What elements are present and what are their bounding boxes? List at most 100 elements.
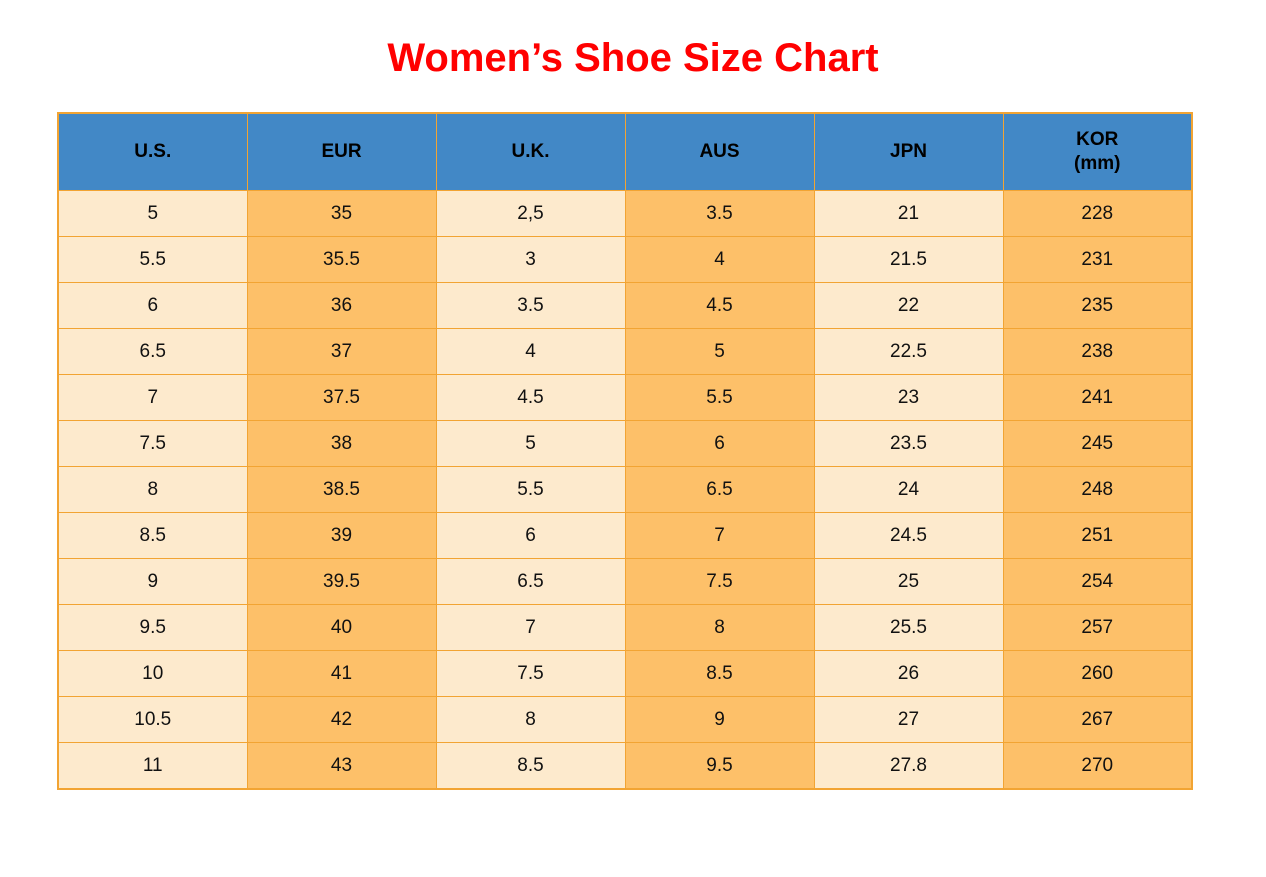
column-header-sublabel: (mm)	[1074, 153, 1121, 174]
size-cell: 257	[1002, 604, 1193, 651]
table-row: 8 38.5 5.5 6.5 24 248	[57, 466, 1193, 513]
column-header-uk: U.K.	[435, 112, 626, 191]
size-cell: 248	[1002, 466, 1193, 513]
size-cell: 41	[246, 650, 437, 697]
size-cell: 9	[57, 558, 248, 605]
size-cell: 38	[246, 420, 437, 467]
size-cell: 5.5	[57, 236, 248, 283]
size-cell: 9	[624, 696, 815, 743]
size-cell: 22	[813, 282, 1004, 329]
size-cell: 7	[435, 604, 626, 651]
table-header: U.S. EUR U.K. AUS JPN KOR (mm)	[57, 112, 1193, 191]
size-cell: 231	[1002, 236, 1193, 283]
size-cell: 7	[624, 512, 815, 559]
size-cell: 7.5	[624, 558, 815, 605]
size-cell: 245	[1002, 420, 1193, 467]
size-cell: 37	[246, 328, 437, 375]
size-cell: 23.5	[813, 420, 1004, 467]
size-cell: 241	[1002, 374, 1193, 421]
table-row: 10 41 7.5 8.5 26 260	[57, 650, 1193, 697]
size-cell: 6.5	[57, 328, 248, 375]
size-cell: 3.5	[435, 282, 626, 329]
table-row: 6.5 37 4 5 22.5 238	[57, 328, 1193, 375]
column-header-label: KOR	[1076, 129, 1119, 151]
size-cell: 22.5	[813, 328, 1004, 375]
size-cell: 26	[813, 650, 1004, 697]
table-row: 7.5 38 5 6 23.5 245	[57, 420, 1193, 467]
size-cell: 8	[57, 466, 248, 513]
table-row: 11 43 8.5 9.5 27.8 270	[57, 742, 1193, 790]
column-header-eur: EUR	[246, 112, 437, 191]
column-header-us: U.S.	[57, 112, 248, 191]
size-cell: 260	[1002, 650, 1193, 697]
size-table-body: 5 35 2,5 3.5 21 228 5.5 35.5 3 4 21.5 231 6 36 3.5 4.5 2…	[57, 190, 1193, 790]
size-cell: 10	[57, 650, 248, 697]
size-cell: 8.5	[57, 512, 248, 559]
column-header-label: U.S.	[134, 141, 172, 163]
table-row: 10.5 42 8 9 27 267	[57, 696, 1193, 743]
size-cell: 42	[246, 696, 437, 743]
table-row: 6 36 3.5 4.5 22 235	[57, 282, 1193, 329]
column-header-kor: KOR (mm)	[1002, 112, 1193, 191]
size-cell: 6.5	[624, 466, 815, 513]
size-cell: 39.5	[246, 558, 437, 605]
size-cell: 43	[246, 742, 437, 790]
table-row: 5.5 35.5 3 4 21.5 231	[57, 236, 1193, 283]
size-cell: 4	[435, 328, 626, 375]
table-row: 7 37.5 4.5 5.5 23 241	[57, 374, 1193, 421]
size-cell: 35	[246, 190, 437, 237]
size-cell: 9.5	[57, 604, 248, 651]
size-cell: 267	[1002, 696, 1193, 743]
column-header-jpn: JPN	[813, 112, 1004, 191]
column-header-label: U.K.	[511, 141, 550, 163]
size-cell: 24	[813, 466, 1004, 513]
column-header-label: JPN	[890, 141, 927, 163]
size-cell: 6	[624, 420, 815, 467]
size-cell: 8	[624, 604, 815, 651]
size-cell: 7.5	[57, 420, 248, 467]
column-header-label: EUR	[321, 141, 362, 163]
size-cell: 40	[246, 604, 437, 651]
size-cell: 6	[435, 512, 626, 559]
header-row: U.S. EUR U.K. AUS JPN KOR (mm)	[57, 112, 1193, 191]
size-cell: 24.5	[813, 512, 1004, 559]
column-header-aus: AUS	[624, 112, 815, 191]
size-cell: 7	[57, 374, 248, 421]
size-cell: 25.5	[813, 604, 1004, 651]
size-cell: 38.5	[246, 466, 437, 513]
size-cell: 10.5	[57, 696, 248, 743]
size-cell: 21	[813, 190, 1004, 237]
size-cell: 251	[1002, 512, 1193, 559]
page-title: Women’s Shoe Size Chart	[387, 36, 879, 80]
size-cell: 23	[813, 374, 1004, 421]
size-cell: 8.5	[624, 650, 815, 697]
size-cell: 3.5	[624, 190, 815, 237]
size-cell: 8.5	[435, 742, 626, 790]
size-cell: 39	[246, 512, 437, 559]
size-cell: 11	[57, 742, 248, 790]
size-cell: 9.5	[624, 742, 815, 790]
size-cell: 3	[435, 236, 626, 283]
size-cell: 8	[435, 696, 626, 743]
size-cell: 37.5	[246, 374, 437, 421]
size-cell: 4.5	[435, 374, 626, 421]
size-cell: 6	[57, 282, 248, 329]
size-cell: 254	[1002, 558, 1193, 605]
size-cell: 5	[435, 420, 626, 467]
size-cell: 270	[1002, 742, 1193, 790]
size-cell: 238	[1002, 328, 1193, 375]
size-cell: 4	[624, 236, 815, 283]
size-cell: 25	[813, 558, 1004, 605]
size-cell: 36	[246, 282, 437, 329]
size-cell: 2,5	[435, 190, 626, 237]
size-cell: 27	[813, 696, 1004, 743]
size-cell: 35.5	[246, 236, 437, 283]
size-cell: 5.5	[624, 374, 815, 421]
shoe-size-table: U.S. EUR U.K. AUS JPN KOR (mm) 5 35 2,5 3.5 2…	[57, 112, 1193, 790]
size-cell: 27.8	[813, 742, 1004, 790]
table-row: 8.5 39 6 7 24.5 251	[57, 512, 1193, 559]
size-cell: 21.5	[813, 236, 1004, 283]
size-cell: 7.5	[435, 650, 626, 697]
size-cell: 6.5	[435, 558, 626, 605]
size-cell: 5	[624, 328, 815, 375]
